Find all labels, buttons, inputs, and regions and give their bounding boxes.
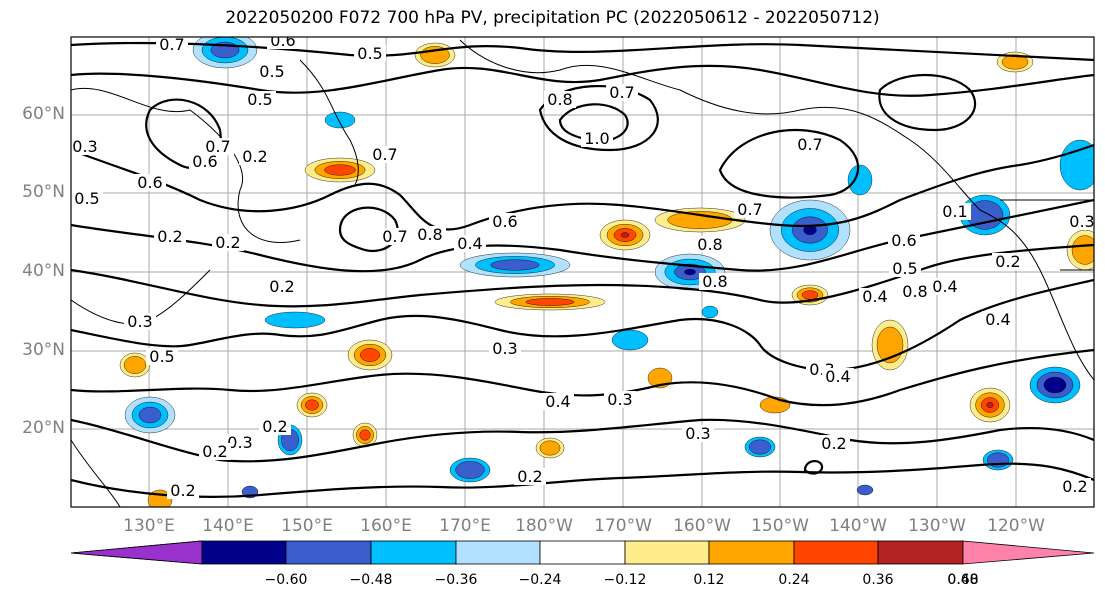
lon-label: 140°E (202, 516, 254, 536)
colorbar-segment (370, 540, 457, 565)
colorbar-segment (455, 540, 541, 565)
colorbar-tick-label: 0.24 (778, 572, 810, 588)
colorbar-extend-max (962, 540, 1095, 565)
contour-label: 0.5 (892, 259, 917, 278)
colorbar-tick-label: 0.48 (947, 572, 979, 588)
colorbar-segment (877, 540, 964, 565)
contour-label: 1.0 (584, 129, 609, 148)
lon-label: 140°W (829, 516, 887, 536)
colorbar-segment (793, 540, 879, 565)
contour-label: 0.3 (685, 424, 710, 443)
contour-label: 0.3 (607, 390, 632, 409)
lon-label: 160°E (360, 516, 412, 536)
colorbar-tick-label: −0.36 (434, 572, 478, 588)
lon-label: 170°E (439, 516, 491, 536)
lon-label: 130°W (908, 516, 966, 536)
contour-label: 0.2 (202, 442, 227, 461)
lat-label: 40°N (22, 261, 65, 281)
contour-label: 0.4 (862, 287, 887, 306)
contour-label: 0.3 (127, 312, 152, 331)
lon-label: 150°W (751, 516, 809, 536)
contour-label: 0.5 (247, 90, 272, 109)
contour-label: 0.4 (457, 234, 482, 253)
contour-label: 0.8 (902, 282, 927, 301)
contour-label: 0.5 (259, 62, 284, 81)
contour-label: 0.7 (382, 227, 407, 246)
contour-label: 0.8 (417, 225, 442, 244)
colorbar-segment (624, 540, 710, 565)
contour-label: 0.8 (547, 90, 572, 109)
colorbar-segment (201, 540, 287, 565)
contour-label: 0.6 (891, 231, 916, 250)
lat-label: 30°N (22, 340, 65, 360)
colorbar-tick-label: −0.24 (518, 572, 562, 588)
lat-label: 50°N (22, 182, 65, 202)
contour-label: 0.3 (492, 339, 517, 358)
colorbar-segment (708, 540, 795, 565)
colorbar-extend-min-tri (70, 540, 203, 565)
contour-label: 0.7 (205, 137, 230, 156)
contour-label: 0.7 (797, 135, 822, 154)
colorbar-segment (285, 540, 372, 565)
contour-label: 0.1 (942, 202, 967, 221)
colorbar-tick-label: −0.48 (349, 572, 393, 588)
contour-label: 0.2 (157, 227, 182, 246)
colorbar-tick-label: 0.60 (947, 572, 979, 588)
contour-label: 0.2 (1062, 477, 1087, 496)
contour-label: 0.2 (242, 147, 267, 166)
contour-label: 0.2 (517, 467, 542, 486)
contour-label: 0.6 (270, 31, 295, 50)
lon-label: 180°W (515, 516, 573, 536)
contour-label: 0.4 (985, 310, 1010, 329)
contour-label: 0.7 (372, 145, 397, 164)
lat-label: 20°N (22, 418, 65, 438)
contour-label: 0.2 (262, 417, 287, 436)
contour-label: 0.3 (72, 137, 97, 156)
colorbar-tick-label: −0.12 (603, 572, 647, 588)
colorbar-tick-label: 0.12 (693, 572, 725, 588)
lon-label: 160°W (673, 516, 731, 536)
map-frame (70, 36, 1095, 508)
contour-label: 0.2 (215, 233, 240, 252)
contour-label: 0.2 (995, 252, 1020, 271)
contour-label: 0.8 (702, 272, 727, 291)
contour-label: 0.7 (609, 83, 634, 102)
contour-label: 0.6 (192, 152, 217, 171)
contour-label: 0.5 (74, 189, 99, 208)
lon-label: 150°E (281, 516, 333, 536)
colorbar-tick-label: 0.36 (862, 572, 894, 588)
contour-label: 0.5 (149, 347, 174, 366)
contour-label: 0.3 (1069, 212, 1094, 231)
contour-label: 0.3 (227, 433, 252, 452)
lon-label: 170°W (594, 516, 652, 536)
contour-labels: 0.7 0.60.50.50.50.70.81.00.70.70.80.60.20… (71, 31, 1094, 500)
contour-label: 0.4 (825, 367, 850, 386)
contour-label: 0.7 (737, 200, 762, 219)
contour-label: 0.4 (932, 277, 957, 296)
colorbar (70, 540, 1095, 565)
lon-label: 130°E (123, 516, 175, 536)
contour-label: 0.6 (492, 212, 517, 231)
colorbar-segment (539, 540, 626, 565)
contour-label: 0.2 (269, 277, 294, 296)
contour-label: 0.7 (159, 35, 184, 54)
contour-label: 0.2 (170, 481, 195, 500)
contour-label: 0.2 (821, 434, 846, 453)
lat-label: 60°N (22, 104, 65, 124)
map-title: 2022050200 F072 700 hPa PV, precipitatio… (225, 8, 880, 28)
contour-label: 0.6 (137, 173, 162, 192)
lon-label: 120°W (987, 516, 1045, 536)
contour-label: 0.4 (545, 392, 570, 411)
contour-label: 0.5 (357, 44, 382, 63)
contour-label: 0.8 (697, 235, 722, 254)
colorbar-tick-label: −0.60 (264, 572, 308, 588)
